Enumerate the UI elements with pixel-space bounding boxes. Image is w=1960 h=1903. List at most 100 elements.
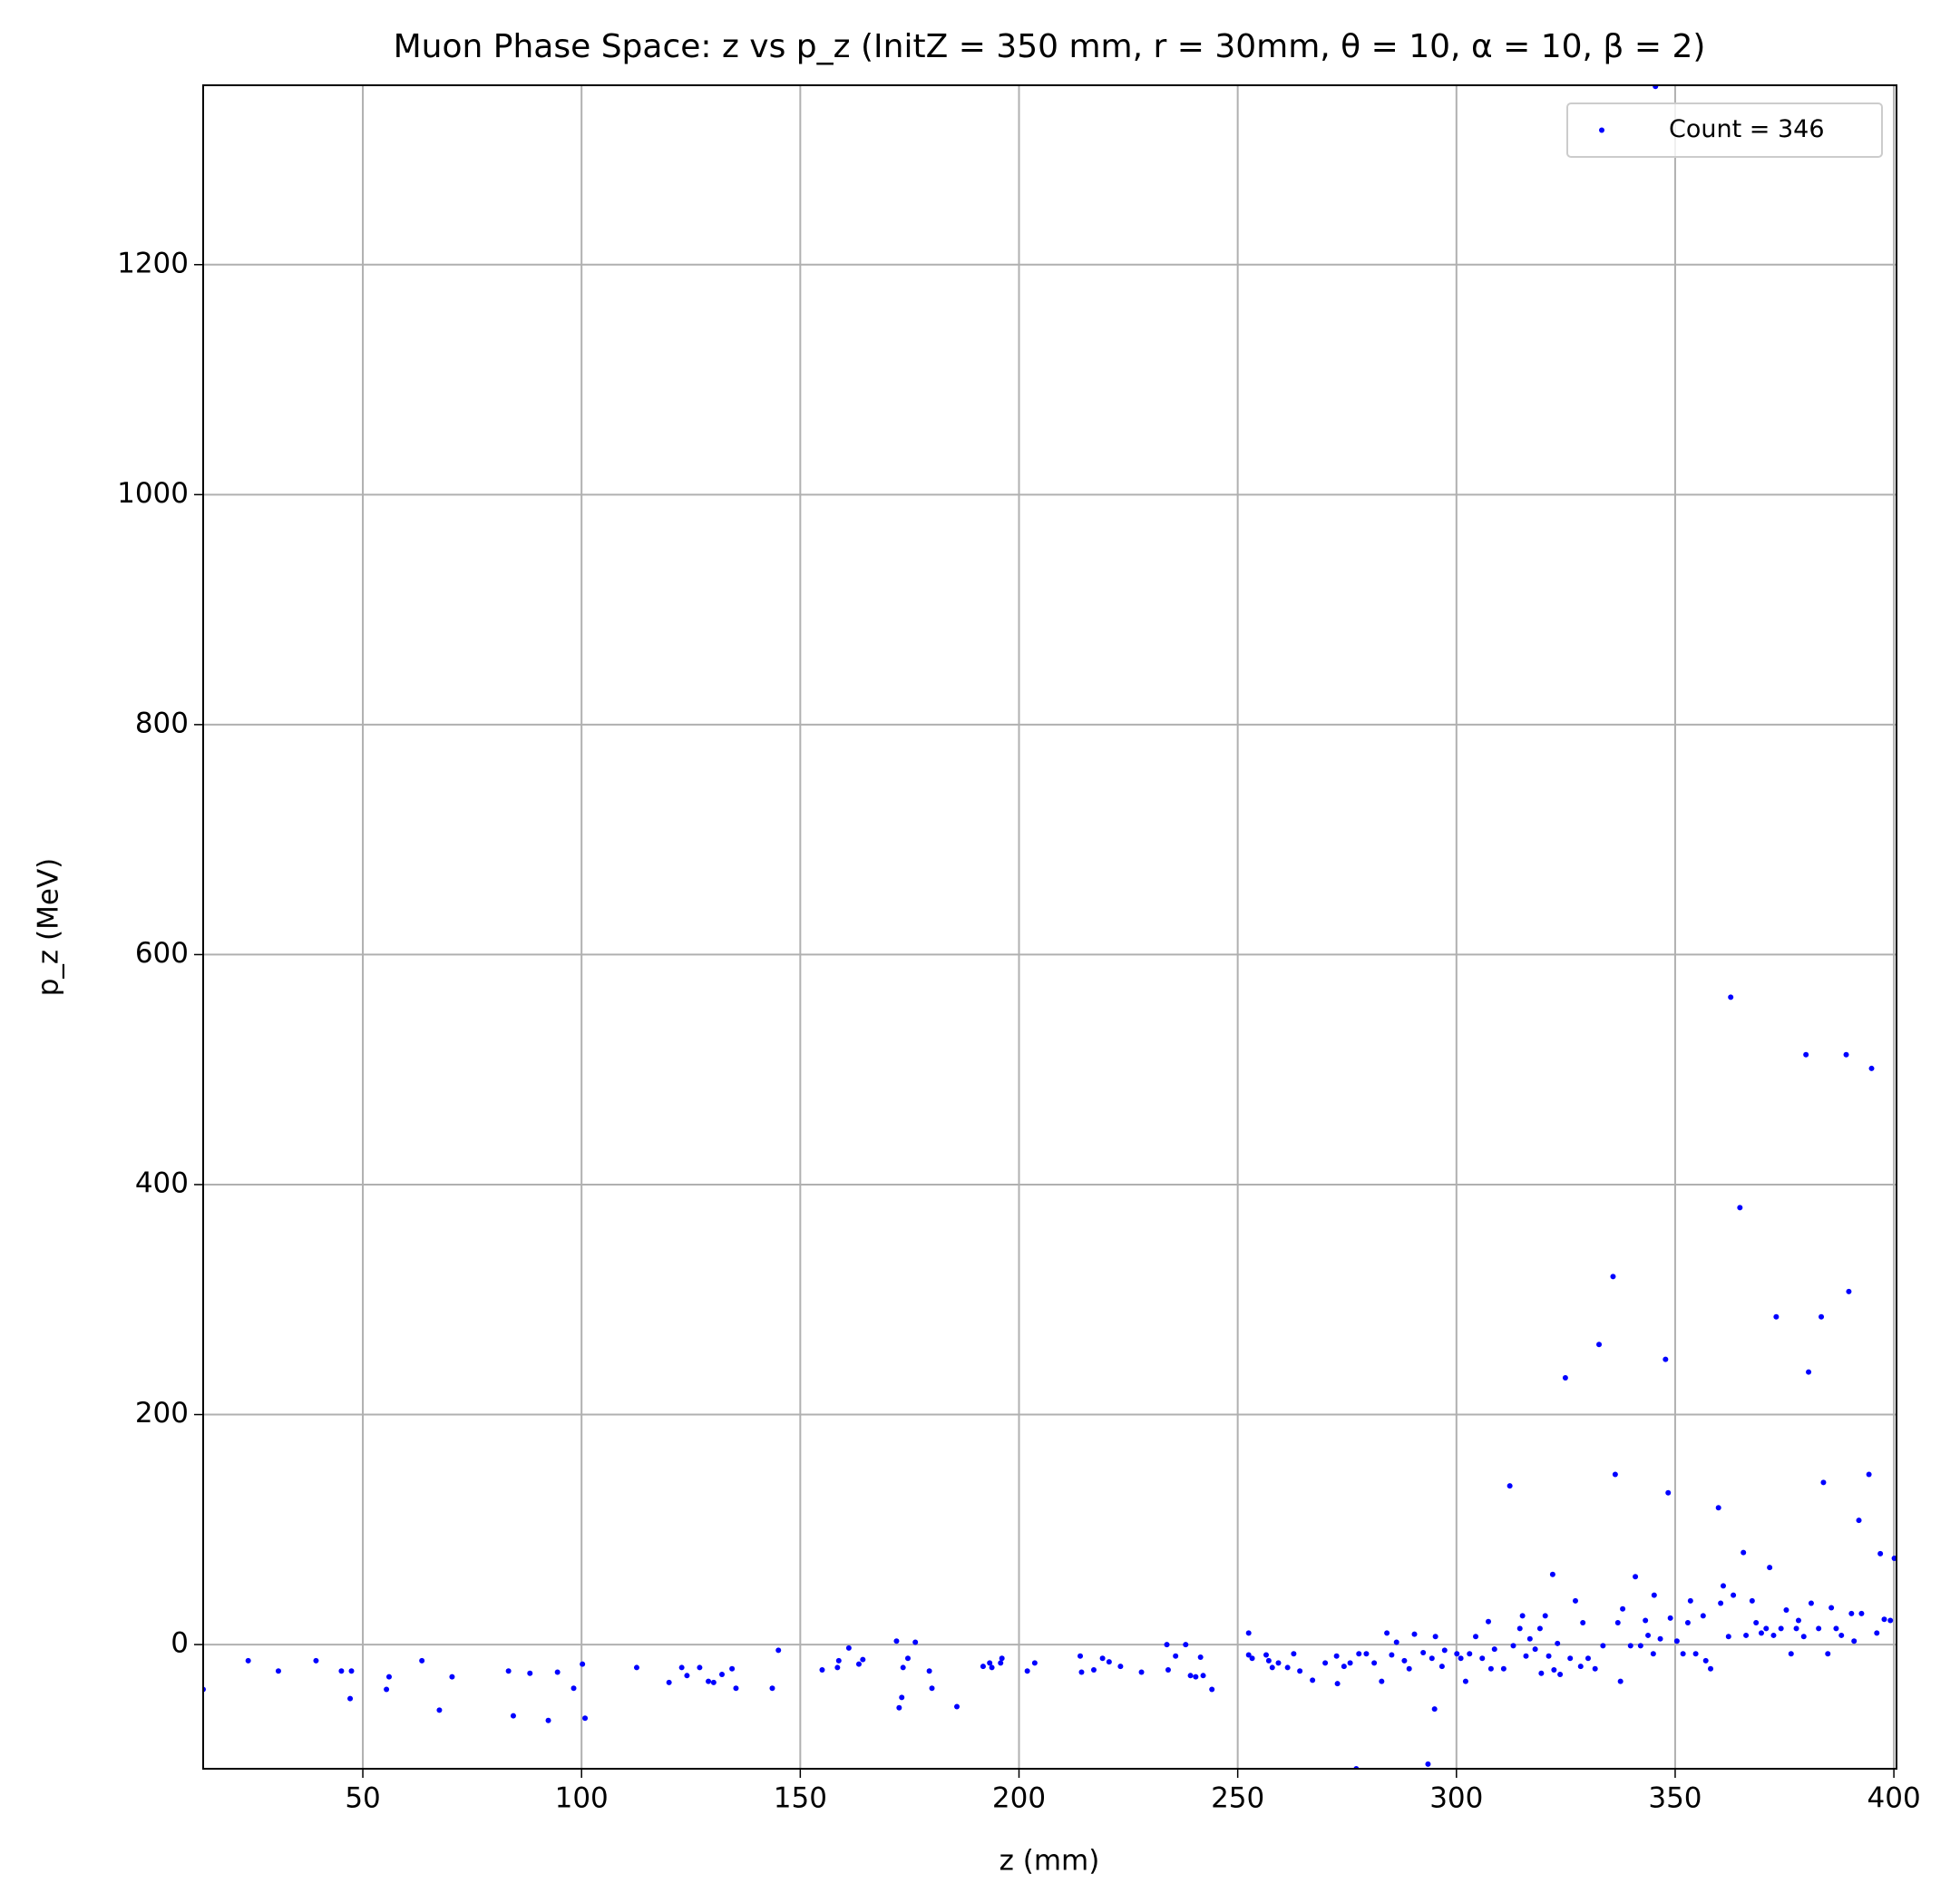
point: [1432, 1634, 1438, 1640]
point: [1173, 1653, 1179, 1659]
point: [1479, 1655, 1486, 1662]
point: [719, 1672, 726, 1678]
point: [1538, 1670, 1545, 1676]
point: [1580, 1619, 1586, 1625]
y-tick-label: 800: [135, 707, 189, 739]
point: [633, 1664, 639, 1671]
point: [1310, 1677, 1316, 1683]
x-tick-label: 400: [1867, 1782, 1921, 1815]
point: [1866, 1471, 1872, 1478]
x-tick-label: 350: [1648, 1782, 1702, 1815]
point: [1165, 1666, 1171, 1673]
point: [570, 1685, 577, 1692]
point: [1843, 1051, 1849, 1058]
point: [1138, 1669, 1145, 1675]
point: [1516, 1625, 1523, 1632]
point: [1486, 1618, 1492, 1625]
point: [1585, 1655, 1591, 1662]
point: [1643, 1617, 1649, 1624]
point: [1803, 1051, 1809, 1058]
point: [1473, 1634, 1479, 1640]
point: [1500, 1665, 1507, 1672]
point: [1651, 1592, 1657, 1598]
point: [385, 1674, 392, 1680]
point: [1193, 1674, 1199, 1680]
point: [1819, 1313, 1825, 1320]
point: [1510, 1643, 1516, 1649]
point: [1657, 1635, 1663, 1642]
point: [1702, 1657, 1709, 1664]
point: [1877, 1550, 1884, 1557]
point: [1441, 1647, 1448, 1654]
point: [769, 1685, 775, 1692]
point: [1117, 1664, 1124, 1670]
point: [1411, 1631, 1418, 1637]
point: [1389, 1652, 1395, 1658]
point: [1334, 1681, 1341, 1687]
point: [580, 1661, 586, 1667]
point: [1263, 1652, 1269, 1658]
point: [1858, 1610, 1865, 1616]
point: [1379, 1678, 1385, 1684]
point: [1816, 1625, 1822, 1632]
point: [1164, 1642, 1170, 1648]
point: [1291, 1651, 1297, 1657]
point: [436, 1707, 443, 1713]
point: [1572, 1597, 1578, 1604]
point: [1078, 1653, 1084, 1659]
point: [1808, 1600, 1814, 1606]
point: [554, 1669, 561, 1675]
point: [1868, 1065, 1875, 1071]
point: [1031, 1660, 1038, 1666]
point: [1856, 1518, 1862, 1524]
point: [384, 1686, 390, 1693]
point: [1684, 1619, 1691, 1625]
point: [1420, 1649, 1427, 1655]
point: [1546, 1653, 1552, 1659]
points: [203, 85, 1897, 1769]
point: [1749, 1597, 1755, 1604]
point: [348, 1668, 355, 1674]
point: [706, 1678, 712, 1684]
plot-frame: [202, 84, 1897, 1770]
point: [1393, 1639, 1399, 1645]
point: [678, 1664, 685, 1671]
point: [1555, 1640, 1561, 1646]
point: [1536, 1625, 1543, 1632]
point: [1297, 1668, 1303, 1674]
point: [1838, 1632, 1845, 1638]
point: [1737, 1205, 1743, 1211]
y-tick-label: 1200: [117, 247, 189, 279]
point: [1610, 1274, 1616, 1280]
point: [1245, 1630, 1252, 1636]
point: [893, 1638, 900, 1644]
point: [1848, 1610, 1855, 1616]
point: [1881, 1616, 1887, 1623]
point: [1363, 1651, 1370, 1657]
point: [904, 1655, 911, 1662]
x-tick-label: 150: [774, 1782, 827, 1815]
point: [1692, 1651, 1699, 1657]
point: [729, 1665, 736, 1672]
y-tick-label: 200: [135, 1397, 189, 1430]
point: [1406, 1665, 1412, 1672]
point: [1614, 1619, 1621, 1625]
point: [1891, 1556, 1897, 1561]
point: [1773, 1313, 1780, 1320]
point: [449, 1674, 455, 1680]
point: [1741, 1549, 1747, 1556]
point: [819, 1666, 825, 1673]
legend-box: [1566, 102, 1883, 158]
point: [1650, 1651, 1656, 1657]
point: [860, 1656, 866, 1663]
point: [1090, 1666, 1097, 1673]
point: [926, 1668, 932, 1674]
x-tick-label: 100: [555, 1782, 609, 1815]
point: [1347, 1660, 1353, 1666]
point: [1715, 1505, 1721, 1511]
point: [1767, 1565, 1773, 1571]
point: [1384, 1630, 1390, 1636]
point: [1197, 1654, 1204, 1661]
point: [1491, 1646, 1497, 1653]
point: [1209, 1686, 1215, 1693]
